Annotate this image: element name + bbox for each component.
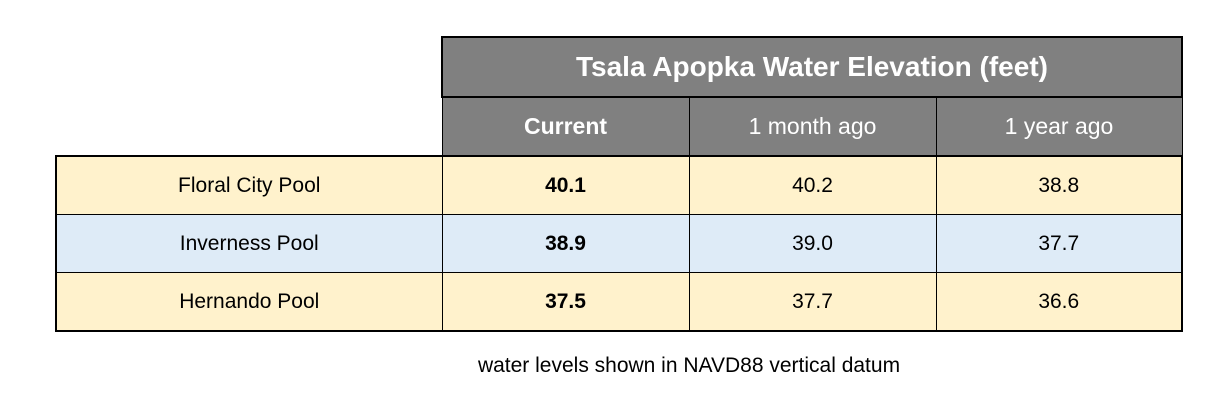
cell-1-year-ago: 38.8 [935,155,1183,215]
blank-corner [56,97,442,156]
title-row: Tsala Apopka Water Elevation (feet) [56,36,1183,98]
column-header-1-month-ago: 1 month ago [688,96,937,157]
cell-1-year-ago: 36.6 [935,272,1183,332]
table-row: Inverness Pool 38.9 39.0 37.7 [55,214,1183,273]
row-label: Floral City Pool [55,155,443,215]
cell-1-month-ago: 40.2 [688,155,937,215]
blank-corner [56,37,442,97]
data-table: Tsala Apopka Water Elevation (feet) Curr… [55,36,1183,332]
column-header-current: Current [441,96,690,157]
row-label: Hernando Pool [55,272,443,332]
cell-1-month-ago: 37.7 [688,272,937,332]
table-row: Floral City Pool 40.1 40.2 38.8 [55,155,1183,215]
column-header-1-year-ago: 1 year ago [935,96,1183,157]
table-title: Tsala Apopka Water Elevation (feet) [441,36,1183,98]
cell-1-month-ago: 39.0 [688,214,937,273]
header-row: Current 1 month ago 1 year ago [56,96,1183,157]
cell-current: 40.1 [441,155,690,215]
table-row: Hernando Pool 37.5 37.7 36.6 [55,272,1183,332]
cell-current: 37.5 [441,272,690,332]
footnote: water levels shown in NAVD88 vertical da… [477,354,901,377]
cell-1-year-ago: 37.7 [935,214,1183,273]
row-label: Inverness Pool [55,214,443,273]
water-elevation-table: Tsala Apopka Water Elevation (feet) Curr… [55,36,1183,332]
cell-current: 38.9 [441,214,690,273]
